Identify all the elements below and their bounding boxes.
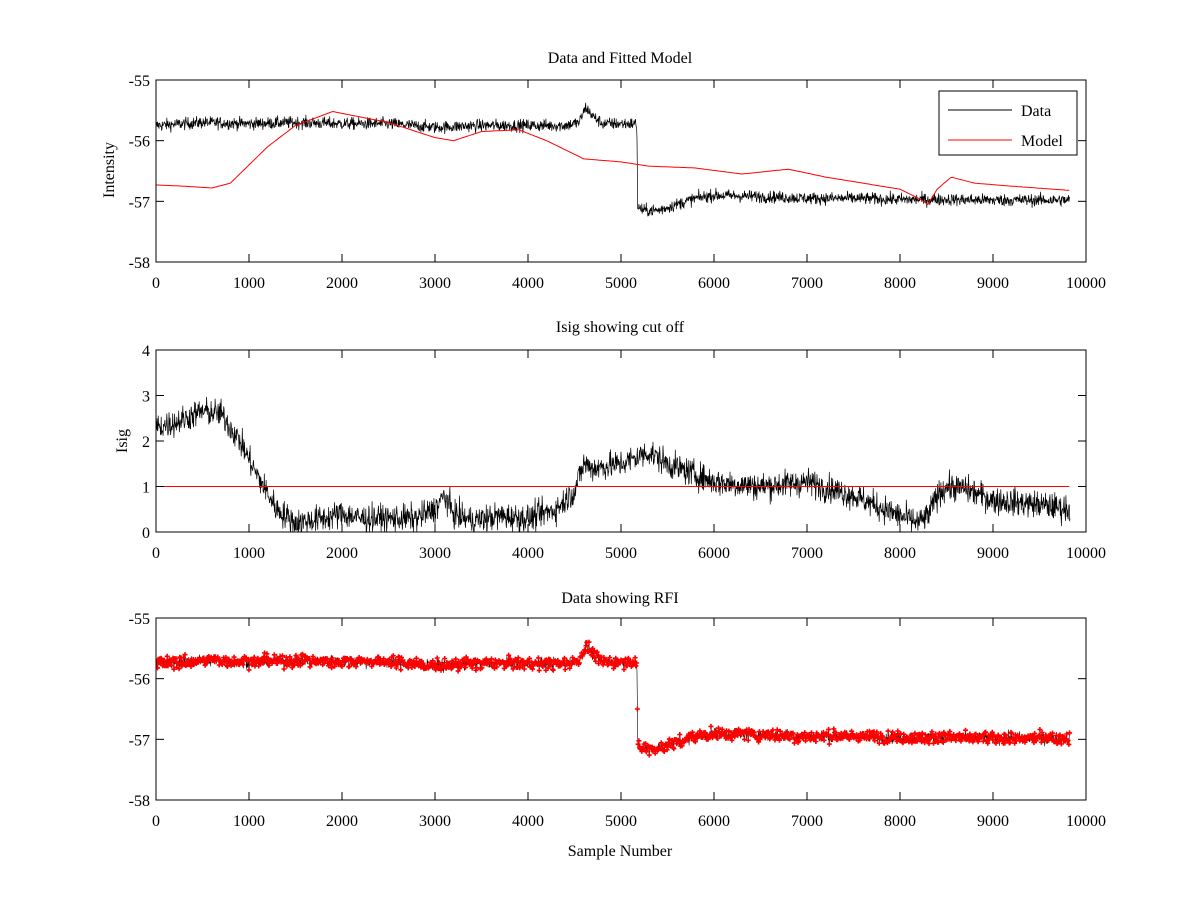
y-tick-label: -55 bbox=[129, 73, 150, 90]
x-tick-label: 10000 bbox=[1066, 275, 1106, 292]
chart-3-title: Data showing RFI bbox=[561, 590, 678, 607]
x-tick-label: 7000 bbox=[791, 275, 823, 292]
x-tick-label: 6000 bbox=[698, 813, 730, 830]
x-tick-label: 0 bbox=[152, 275, 160, 292]
y-tick-label: 3 bbox=[142, 389, 150, 406]
chart-1-ticks: 0 1000 2000 3000 4000 5000 6000 7000 8000 9000 100… bbox=[129, 73, 1106, 292]
legend-box bbox=[938, 90, 1078, 156]
chart-2-axes-box bbox=[155, 349, 1087, 533]
x-tick-label: 3000 bbox=[419, 545, 451, 562]
chart-1-series-model bbox=[156, 110, 1070, 206]
x-tick-label: 10000 bbox=[1066, 545, 1106, 562]
x-tick-label: 4000 bbox=[512, 545, 544, 562]
y-tick-label: 1 bbox=[142, 480, 150, 497]
chart-1-title: Data and Fitted Model bbox=[548, 50, 693, 67]
chart-3-ticks: 0 1000 2000 3000 4000 5000 6000 7000 8000 9000 100… bbox=[129, 611, 1106, 830]
y-tick-label: -56 bbox=[129, 672, 150, 689]
chart-3-markers bbox=[156, 639, 1073, 758]
x-tick-label: 5000 bbox=[605, 813, 637, 830]
chart-1-legend: Data Model bbox=[938, 90, 1078, 156]
x-tick-label: 3000 bbox=[419, 275, 451, 292]
chart-panel-1: Data and Fitted Model Intensity 0 1000 200… bbox=[101, 50, 1106, 292]
chart-panel-2: Isig showing cut off Isig 0 1000 2000 3000 4… bbox=[114, 319, 1106, 562]
x-tick-label: 0 bbox=[152, 813, 160, 830]
x-tick-label: 8000 bbox=[884, 813, 916, 830]
x-tick-label: 6000 bbox=[698, 545, 730, 562]
chart-panel-3: Data showing RFI 0 1000 2000 3000 4000 5000 60… bbox=[129, 590, 1106, 860]
chart-3-axes-box bbox=[155, 617, 1087, 801]
x-tick-label: 6000 bbox=[698, 275, 730, 292]
y-tick-label: -57 bbox=[129, 732, 150, 749]
x-tick-label: 1000 bbox=[233, 545, 265, 562]
chart-1-ylabel: Intensity bbox=[101, 142, 118, 198]
x-tick-label: 2000 bbox=[326, 275, 358, 292]
chart-3-xlabel: Sample Number bbox=[568, 843, 673, 860]
x-tick-label: 5000 bbox=[605, 275, 637, 292]
x-tick-label: 2000 bbox=[326, 545, 358, 562]
y-tick-label: -55 bbox=[129, 611, 150, 628]
chart-1-series-data bbox=[156, 102, 1071, 217]
x-tick-label: 1000 bbox=[233, 275, 265, 292]
x-tick-label: 4000 bbox=[512, 275, 544, 292]
x-tick-label: 3000 bbox=[419, 813, 451, 830]
x-tick-label: 9000 bbox=[977, 545, 1009, 562]
chart-2-ylabel: Isig bbox=[114, 429, 131, 453]
x-tick-label: 8000 bbox=[884, 275, 916, 292]
x-tick-label: 4000 bbox=[512, 813, 544, 830]
x-tick-label: 5000 bbox=[605, 545, 637, 562]
legend-label-data: Data bbox=[1021, 103, 1051, 120]
chart-2-title: Isig showing cut off bbox=[556, 319, 685, 336]
x-tick-label: 9000 bbox=[977, 275, 1009, 292]
chart-2-plot-area bbox=[156, 396, 1071, 532]
chart-1-plot-area bbox=[156, 102, 1071, 217]
chart-2-series-1 bbox=[156, 396, 1071, 532]
y-tick-label: -57 bbox=[129, 194, 150, 211]
y-tick-label: 4 bbox=[142, 343, 150, 360]
x-tick-label: 0 bbox=[152, 545, 160, 562]
chart-2-ticks: 0 1000 2000 3000 4000 5000 6000 7000 8000 9000 100… bbox=[142, 343, 1106, 562]
y-tick-label: -56 bbox=[129, 134, 150, 151]
x-tick-label: 1000 bbox=[233, 813, 265, 830]
x-tick-label: 9000 bbox=[977, 813, 1009, 830]
legend-label-model: Model bbox=[1021, 133, 1063, 150]
y-tick-label: -58 bbox=[129, 255, 150, 272]
x-tick-label: 10000 bbox=[1066, 813, 1106, 830]
x-tick-label: 2000 bbox=[326, 813, 358, 830]
x-tick-label: 8000 bbox=[884, 545, 916, 562]
y-tick-label: -58 bbox=[129, 793, 150, 810]
x-tick-label: 7000 bbox=[791, 545, 823, 562]
y-tick-label: 0 bbox=[142, 525, 150, 542]
chart-3-plot-area bbox=[156, 639, 1073, 758]
x-tick-label: 7000 bbox=[791, 813, 823, 830]
y-tick-label: 2 bbox=[142, 434, 150, 451]
